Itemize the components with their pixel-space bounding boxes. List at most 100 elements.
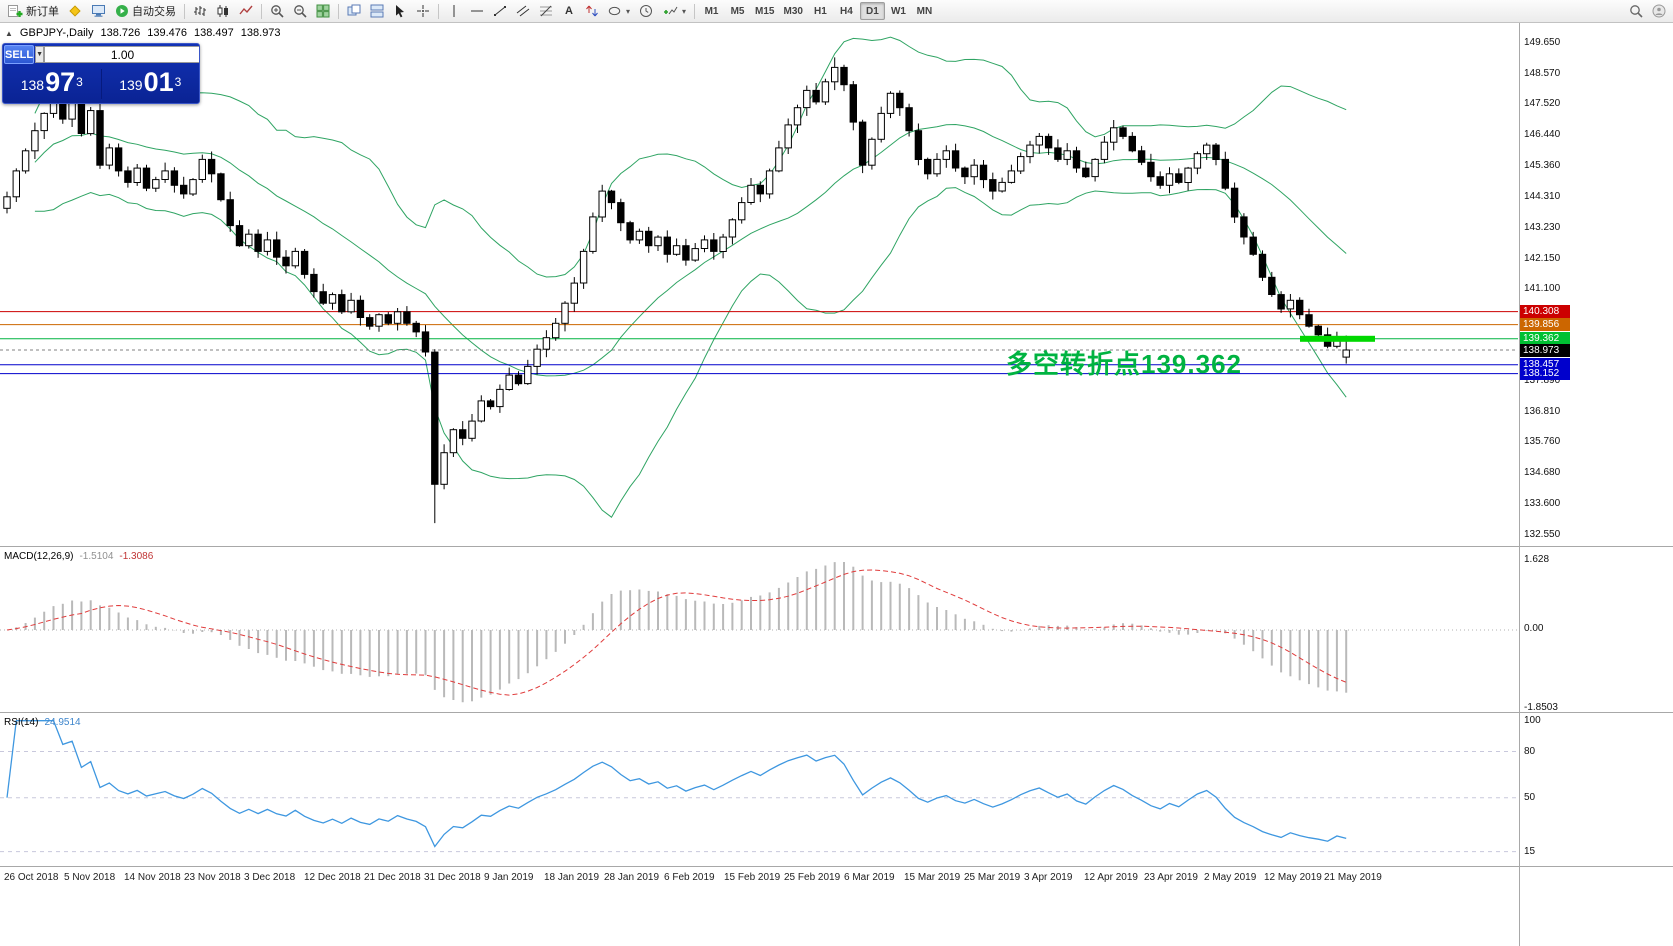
arrows-tool-button[interactable] (581, 1, 603, 21)
macd-pane[interactable] (0, 547, 1519, 712)
shapes-dropdown-icon[interactable]: ▾ (626, 6, 631, 16)
chart-line-button[interactable] (235, 1, 257, 21)
vertical-line-icon (453, 5, 455, 17)
new-order-button[interactable]: 新订单 (3, 1, 63, 21)
price-scale-label: 134.680 (1524, 467, 1561, 479)
timeframe-w1[interactable]: W1 (890, 5, 906, 17)
community-button[interactable] (1648, 1, 1670, 21)
zoom-out-button[interactable] (289, 1, 311, 21)
timeframe-m5[interactable]: M5 (730, 5, 745, 17)
rsi-value: 24.9514 (44, 717, 81, 728)
date-label: 12 Dec 2018 (304, 872, 361, 883)
sell-button[interactable]: SELL (4, 45, 35, 64)
autotrade-icon (116, 5, 128, 17)
tile-horizontal-icon (370, 4, 384, 18)
timeframe-mn[interactable]: MN (916, 5, 933, 17)
pane-separator[interactable] (0, 546, 1673, 547)
rsi-scale-label: 50 (1524, 791, 1536, 803)
candles-chart-icon (217, 5, 228, 17)
pane-separator[interactable] (0, 712, 1673, 713)
macd-scale-label: -1.8503 (1524, 701, 1558, 713)
cascade-windows-button[interactable] (343, 1, 365, 21)
toolbar-separator (694, 3, 696, 19)
chart-bars-button[interactable] (189, 1, 211, 21)
date-label: 26 Oct 2018 (4, 872, 59, 883)
toolbar-separator (184, 3, 185, 19)
buy-price-big: 01 (143, 66, 174, 97)
channel-button[interactable] (512, 1, 534, 21)
toolbar: 新订单 自动交易 (0, 0, 1673, 23)
timeframe-h1[interactable]: H1 (814, 5, 827, 17)
date-label: 12 May 2019 (1264, 872, 1322, 883)
timeframe-group: M1 M5 M15 M30 H1 H4 D1 W1 MN (699, 2, 937, 20)
date-label: 12 Apr 2019 (1084, 872, 1138, 883)
timeframe-d1[interactable]: D1 (859, 2, 885, 20)
price-scale[interactable]: 149.650 148.570 147.520 146.440 145.360 144.3… (1519, 23, 1673, 946)
date-label: 28 Jan 2019 (604, 872, 660, 883)
metaeditor-icon (69, 5, 81, 17)
line-chart-icon (239, 5, 253, 15)
sell-price[interactable]: 138 97 3 (3, 68, 101, 100)
toolbar-search-button[interactable] (1625, 1, 1647, 21)
toolbar-separator (438, 3, 439, 19)
chart-candles-button[interactable] (212, 1, 234, 21)
time-scale[interactable]: 26 Oct 2018 5 Nov 2018 14 Nov 2018 23 Nov 2… (0, 866, 1519, 890)
cascade-windows-icon (347, 4, 361, 16)
price-scale-label: 142.150 (1524, 252, 1561, 264)
tile-horizontal-button[interactable] (366, 1, 388, 21)
macd-scale-label: 1.628 (1524, 553, 1550, 565)
fibonacci-icon (540, 5, 552, 17)
date-label: 3 Dec 2018 (244, 872, 296, 883)
fibonacci-button[interactable] (535, 1, 557, 21)
cycles-button[interactable] (635, 1, 657, 21)
timeframe-m1[interactable]: M1 (704, 5, 719, 17)
date-label: 15 Feb 2019 (724, 872, 781, 883)
macd-value-main: -1.5104 (79, 551, 114, 562)
vertical-line-button[interactable] (443, 1, 465, 21)
price-tag: 138.973 (1520, 343, 1570, 357)
zoom-out-icon (294, 5, 307, 18)
text-tool-button[interactable]: A (558, 1, 580, 21)
timeframe-m30[interactable]: M30 (783, 5, 803, 17)
indicators-button[interactable]: ▾ (658, 1, 690, 21)
price-scale-label: 148.570 (1524, 68, 1561, 80)
zoom-in-button[interactable] (266, 1, 288, 21)
horizontal-line-icon (471, 10, 483, 12)
sell-price-sup: 3 (76, 74, 83, 89)
chart-plot-area[interactable] (0, 23, 1519, 546)
horizontal-line-button[interactable] (466, 1, 488, 21)
tile-windows-button[interactable] (312, 1, 334, 21)
arrows-tool-icon (586, 5, 598, 17)
price-scale-label: 146.440 (1524, 129, 1561, 141)
trendline-button[interactable] (489, 1, 511, 21)
volume-input[interactable] (44, 46, 199, 63)
new-order-icon (8, 4, 23, 17)
shapes-button[interactable]: ▾ (604, 1, 634, 21)
date-label: 21 Dec 2018 (364, 872, 421, 883)
chart-low-value: 138.497 (194, 27, 234, 39)
timeframe-h4[interactable]: H4 (840, 5, 853, 17)
rsi-scale-label: 100 (1524, 714, 1541, 726)
bars-chart-icon (194, 6, 206, 16)
one-click-collapse-icon[interactable]: ▲ (5, 28, 13, 38)
chart-info-line: ▲ GBPJPY-,Daily 138.726 139.476 138.497 … (5, 27, 281, 39)
market-watch-button[interactable] (87, 1, 110, 21)
timeframe-m15[interactable]: M15 (755, 5, 775, 17)
macd-name: MACD(12,26,9) (4, 551, 74, 562)
buy-price[interactable]: 139 01 3 (102, 66, 200, 100)
rsi-pane[interactable] (0, 713, 1519, 866)
volume-decrease-button[interactable]: ▼ (35, 46, 45, 63)
rsi-scale-label: 15 (1524, 845, 1536, 857)
price-tag: 139.362 (1520, 332, 1570, 346)
price-tag: 140.308 (1520, 305, 1570, 319)
chart-annotation-text[interactable]: 多空转折点139.362 (1006, 349, 1242, 379)
cursor-button[interactable] (389, 1, 411, 21)
crosshair-icon (417, 5, 429, 17)
crosshair-button[interactable] (412, 1, 434, 21)
cursor-icon (396, 5, 404, 18)
macd-label: MACD(12,26,9) -1.5104 -1.3086 (4, 551, 153, 562)
autotrade-button[interactable]: 自动交易 (111, 1, 180, 21)
text-tool-icon: A (565, 4, 573, 17)
indicators-dropdown-icon[interactable]: ▾ (682, 6, 687, 16)
metaeditor-button[interactable] (64, 1, 86, 21)
